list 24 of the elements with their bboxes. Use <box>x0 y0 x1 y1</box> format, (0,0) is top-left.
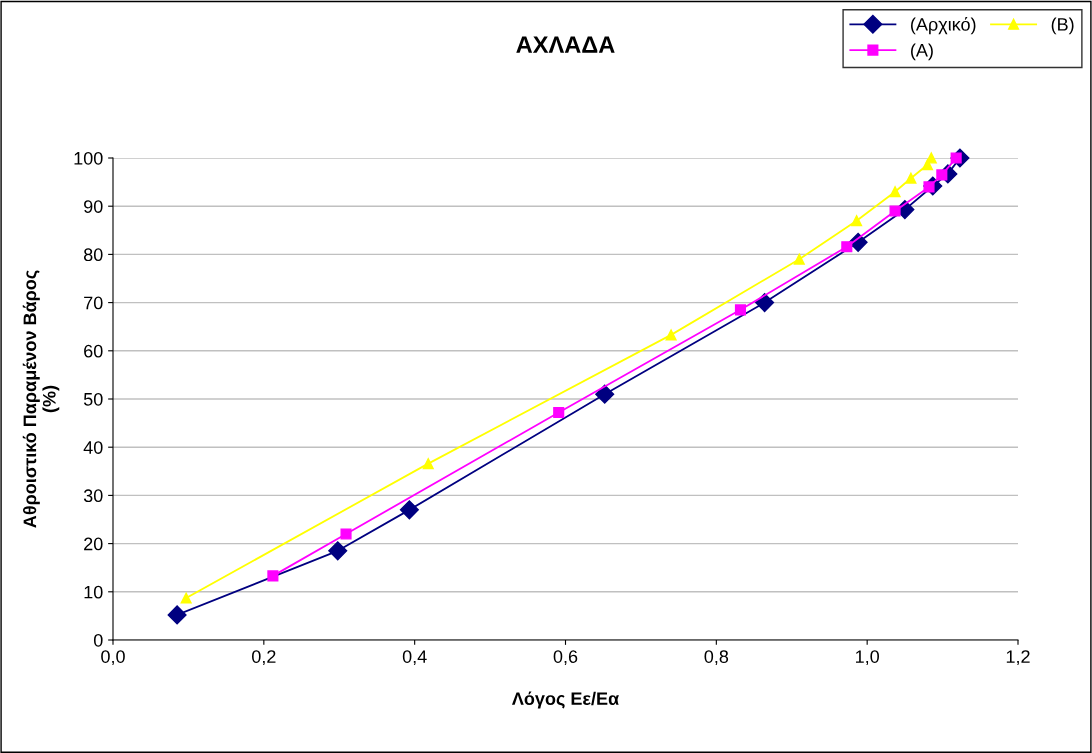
legend-label: (B) <box>1051 17 1074 35</box>
y-tick-label: 100 <box>74 151 103 165</box>
x-tick-label: 0,8 <box>704 650 729 666</box>
x-axis-title: Λόγος Εε/Εα <box>511 691 619 709</box>
x-tick-label: 0,4 <box>402 650 427 666</box>
y-tick-label: 90 <box>84 200 103 213</box>
chart-title: ΑΧΛΑΔΑ <box>516 36 615 53</box>
y-tick-label: 30 <box>83 489 103 503</box>
y-tick-label: 10 <box>84 585 103 599</box>
x-tick-label: 0,6 <box>553 650 578 666</box>
y-tick-label: 20 <box>84 537 103 551</box>
x-tick-label: 0,2 <box>251 650 276 666</box>
y-tick-label: 40 <box>83 441 103 454</box>
y-tick-label: 50 <box>83 392 103 406</box>
x-tick-label: 0,0 <box>101 650 125 666</box>
y-tick-label: 0 <box>93 633 103 647</box>
y-tick-label: 60 <box>84 344 103 358</box>
y-tick-label: 80 <box>83 248 103 262</box>
x-tick-label: 1,2 <box>1006 650 1030 666</box>
x-tick-label: 1,0 <box>855 650 880 666</box>
legend-label: (Αρχικό) <box>911 17 976 35</box>
legend-label: (A) <box>911 43 933 61</box>
y-axis-title: Αθροιστικό Παραμένον Βάρος (%) <box>22 270 60 528</box>
y-tick-label: 70 <box>84 296 103 310</box>
